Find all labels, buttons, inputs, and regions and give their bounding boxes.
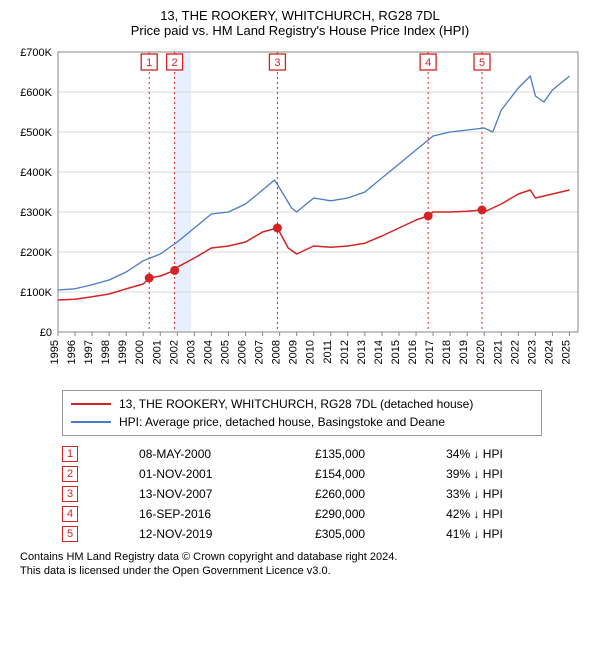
svg-text:2005: 2005 xyxy=(219,340,231,364)
svg-text:5: 5 xyxy=(479,57,485,69)
sales-row: 1 08-MAY-2000£135,00034% ↓ HPI xyxy=(62,444,590,464)
sale-price: £135,000 xyxy=(315,444,446,464)
svg-text:1997: 1997 xyxy=(83,340,95,364)
svg-text:2002: 2002 xyxy=(168,340,180,364)
sale-marker-box: 5 xyxy=(62,526,78,542)
svg-text:2006: 2006 xyxy=(237,340,249,364)
svg-text:1999: 1999 xyxy=(117,340,129,364)
svg-text:2009: 2009 xyxy=(288,340,300,364)
svg-text:2008: 2008 xyxy=(271,340,283,364)
line-chart: £0 £100K £200K £300K £400K £500K £600K £700K 199… xyxy=(10,44,590,384)
svg-text:2: 2 xyxy=(172,57,178,69)
svg-text:2012: 2012 xyxy=(339,340,351,364)
svg-text:2015: 2015 xyxy=(390,340,402,364)
legend-swatch-hpi xyxy=(71,421,111,423)
sale-price: £305,000 xyxy=(315,524,446,544)
sales-row: 4 16-SEP-2016£290,00042% ↓ HPI xyxy=(62,504,590,524)
chart-subtitle: Price paid vs. HM Land Registry's House … xyxy=(10,23,590,38)
sale-marker-box: 3 xyxy=(62,486,78,502)
svg-text:£0: £0 xyxy=(40,327,52,339)
sale-date: 13-NOV-2007 xyxy=(139,484,315,504)
sale-delta: 42% ↓ HPI xyxy=(446,504,590,524)
svg-text:£600K: £600K xyxy=(20,87,52,99)
svg-text:2020: 2020 xyxy=(475,340,487,364)
sales-row: 2 01-NOV-2001£154,00039% ↓ HPI xyxy=(62,464,590,484)
legend-item-hpi: HPI: Average price, detached house, Basi… xyxy=(71,413,533,431)
footnote-line-2: This data is licensed under the Open Gov… xyxy=(20,564,590,578)
sale-price: £154,000 xyxy=(315,464,446,484)
sale-delta: 33% ↓ HPI xyxy=(446,484,590,504)
svg-text:2024: 2024 xyxy=(543,340,555,364)
svg-text:2023: 2023 xyxy=(526,340,538,364)
svg-text:2001: 2001 xyxy=(151,340,163,364)
sale-marker-box: 2 xyxy=(62,466,78,482)
svg-text:2004: 2004 xyxy=(202,340,214,364)
sale-price: £260,000 xyxy=(315,484,446,504)
sale-price: £290,000 xyxy=(315,504,446,524)
svg-text:1998: 1998 xyxy=(100,340,112,364)
svg-text:2018: 2018 xyxy=(441,340,453,364)
sale-delta: 39% ↓ HPI xyxy=(446,464,590,484)
svg-text:4: 4 xyxy=(425,57,431,69)
sales-table: 1 08-MAY-2000£135,00034% ↓ HPI 2 01-NOV-200… xyxy=(62,444,590,544)
svg-text:£700K: £700K xyxy=(20,47,52,59)
chart-title-block: 13, THE ROOKERY, WHITCHURCH, RG28 7DL Pr… xyxy=(10,8,590,38)
svg-text:£500K: £500K xyxy=(20,127,52,139)
svg-text:1995: 1995 xyxy=(49,340,61,364)
legend-item-property: 13, THE ROOKERY, WHITCHURCH, RG28 7DL (d… xyxy=(71,395,533,413)
svg-text:2007: 2007 xyxy=(254,340,266,364)
sale-date: 12-NOV-2019 xyxy=(139,524,315,544)
svg-text:2019: 2019 xyxy=(458,340,470,364)
sale-delta: 34% ↓ HPI xyxy=(446,444,590,464)
footnote-line-1: Contains HM Land Registry data © Crown c… xyxy=(20,550,590,564)
svg-text:£100K: £100K xyxy=(20,287,52,299)
svg-text:£200K: £200K xyxy=(20,247,52,259)
legend-label-hpi: HPI: Average price, detached house, Basi… xyxy=(119,413,445,431)
svg-text:3: 3 xyxy=(274,57,280,69)
svg-text:2003: 2003 xyxy=(185,340,197,364)
svg-text:1996: 1996 xyxy=(66,340,78,364)
svg-text:2010: 2010 xyxy=(305,340,317,364)
svg-text:£400K: £400K xyxy=(20,167,52,179)
svg-text:2014: 2014 xyxy=(373,340,385,364)
sale-marker-box: 1 xyxy=(62,446,78,462)
svg-text:£300K: £300K xyxy=(20,207,52,219)
attribution-footnote: Contains HM Land Registry data © Crown c… xyxy=(20,550,590,579)
svg-text:2022: 2022 xyxy=(509,340,521,364)
svg-text:2025: 2025 xyxy=(560,340,572,364)
sales-row: 5 12-NOV-2019£305,00041% ↓ HPI xyxy=(62,524,590,544)
sale-date: 16-SEP-2016 xyxy=(139,504,315,524)
legend-swatch-property xyxy=(71,403,111,405)
svg-text:2011: 2011 xyxy=(322,340,334,364)
svg-text:1: 1 xyxy=(146,57,152,69)
sale-delta: 41% ↓ HPI xyxy=(446,524,590,544)
sales-row: 3 13-NOV-2007£260,00033% ↓ HPI xyxy=(62,484,590,504)
sale-marker-box: 4 xyxy=(62,506,78,522)
svg-text:2013: 2013 xyxy=(356,340,368,364)
svg-text:2000: 2000 xyxy=(134,340,146,364)
legend-label-property: 13, THE ROOKERY, WHITCHURCH, RG28 7DL (d… xyxy=(119,395,473,413)
svg-text:2017: 2017 xyxy=(424,340,436,364)
sale-date: 01-NOV-2001 xyxy=(139,464,315,484)
svg-text:2021: 2021 xyxy=(492,340,504,364)
sale-date: 08-MAY-2000 xyxy=(139,444,315,464)
chart-legend: 13, THE ROOKERY, WHITCHURCH, RG28 7DL (d… xyxy=(62,390,542,436)
chart-title: 13, THE ROOKERY, WHITCHURCH, RG28 7DL xyxy=(10,8,590,23)
svg-text:2016: 2016 xyxy=(407,340,419,364)
chart-area: £0 £100K £200K £300K £400K £500K £600K £700K 199… xyxy=(10,44,590,384)
